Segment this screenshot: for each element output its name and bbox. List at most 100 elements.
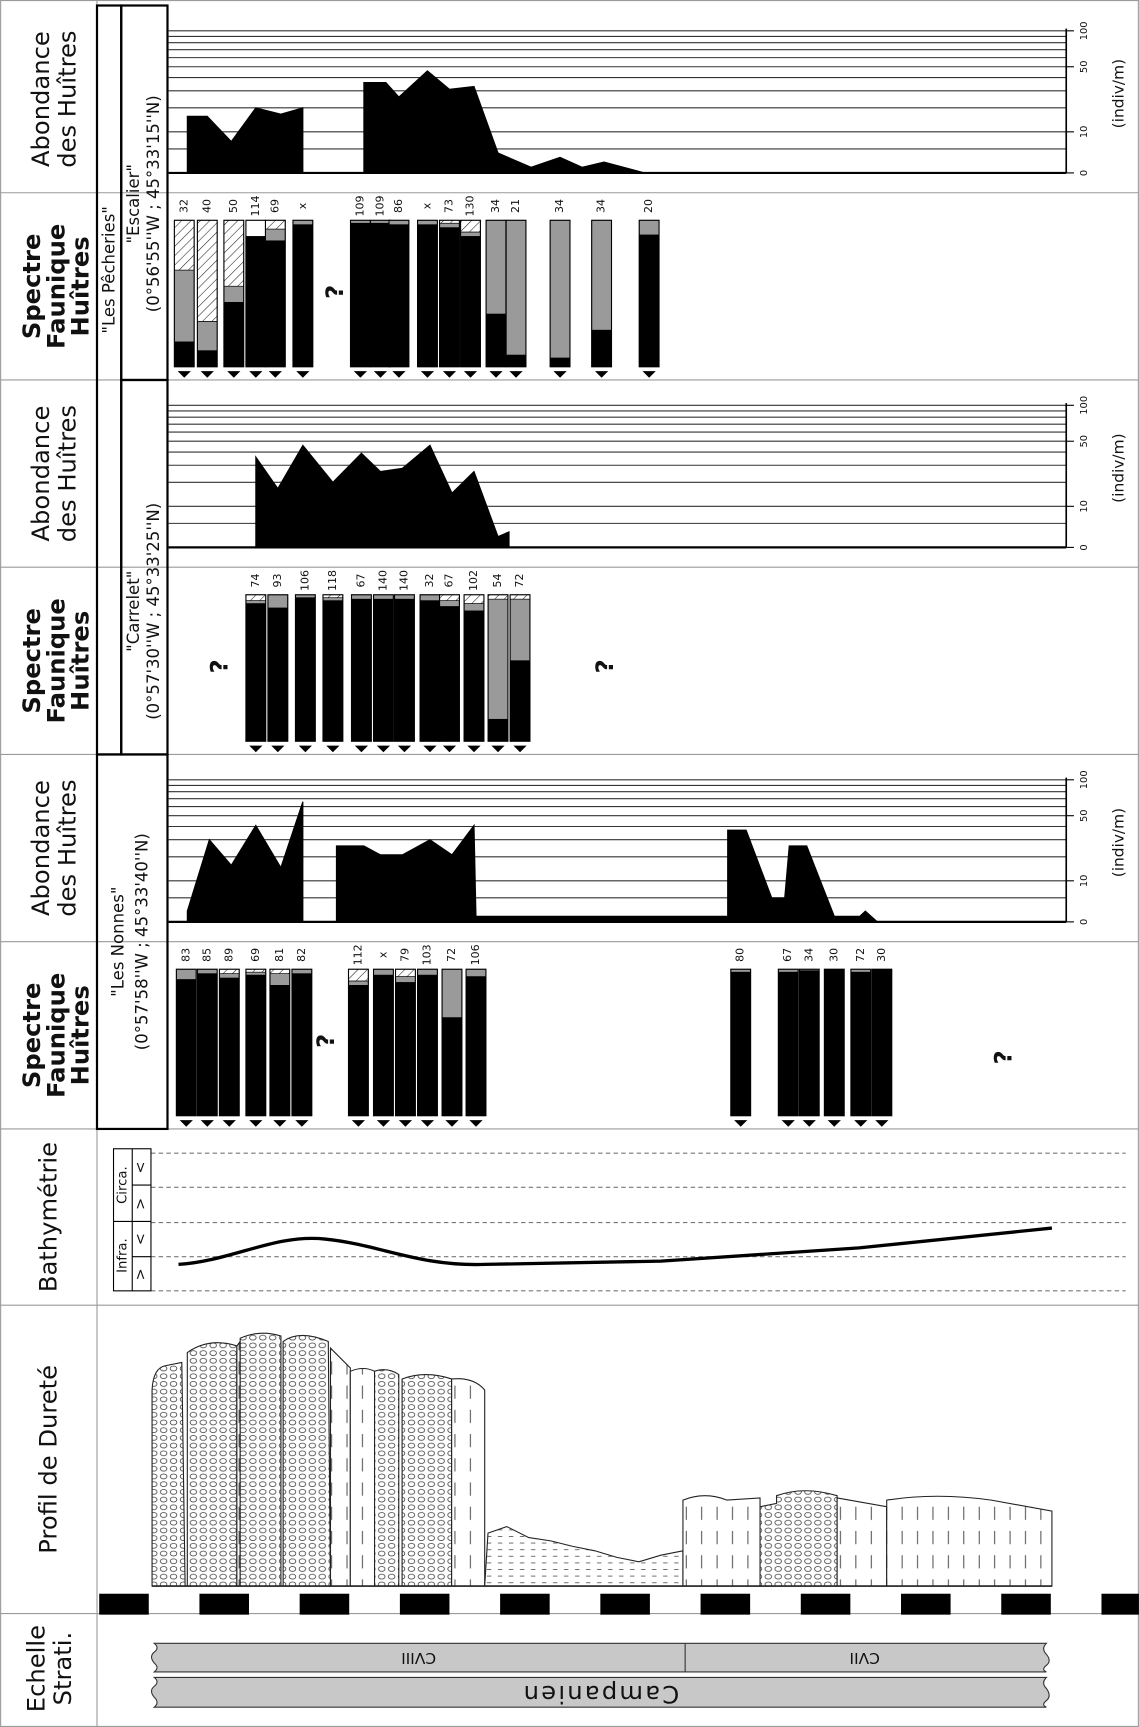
bar-label: 79 [398,948,411,962]
bar-label: 21 [509,199,522,213]
spectrum-segment [824,968,845,1117]
sample-marker [376,745,391,753]
spectrum-segment [245,600,267,604]
spectrum-segment [395,968,416,977]
bar-outline [394,968,416,1117]
sample-marker [553,371,567,378]
spectrum-segment [322,600,344,742]
bar-outline [463,594,485,742]
spectrum-segment [485,313,507,368]
y-tick-label: 100 [1079,21,1090,40]
spectrum-segment [267,594,289,609]
bar-label: x [296,202,309,209]
y-tick-label: 50 [1079,435,1090,448]
spectrum-segment [197,968,218,974]
site-coords: (0°57'30''W ; 45°33'25''N) [144,503,163,720]
bar-label: 34 [595,199,608,213]
bar-label: 30 [875,948,888,962]
spectrum-segment [549,357,571,368]
spectrum-segment [485,219,507,315]
note: ? [312,1034,340,1048]
row-label: des Huîtres [53,30,81,167]
spectrum-segment [799,970,820,1117]
bar-outline [730,968,752,1117]
spectrum-segment [245,971,267,976]
row-label: des Huîtres [53,405,81,542]
bar-label: 86 [392,199,405,213]
spectrum-segment [291,973,313,1117]
bar-label: 102 [467,570,480,591]
sample-marker [296,371,310,378]
spectrum-segment [638,234,660,368]
bar-outline [294,594,316,742]
axis-unit: (indiv/m) [1110,433,1128,502]
sample-marker [177,371,191,378]
sample-marker [397,745,412,753]
strati-bands [150,1642,1050,1708]
bar-outline [267,594,289,742]
axis-unit: (indiv/m) [1110,59,1128,128]
row-label: Profil de Dureté [35,1365,63,1554]
spectrum-segment [505,219,527,356]
bar-label: 106 [469,944,482,965]
spectrum-segment [509,598,531,662]
spectrum-segment [197,973,218,1117]
bar-outline [416,219,438,368]
bar-label: 54 [491,573,504,587]
bar-outline [638,219,660,368]
bar-outline [388,219,410,368]
y-tick-label: 100 [1079,770,1090,789]
spectrum-segment [176,968,197,980]
y-tick-label: 10 [1079,500,1090,513]
spectrum-segment [463,603,485,612]
bar-label: 140 [376,570,389,591]
sample-marker [200,371,214,378]
spectrum-segment [549,219,571,359]
sample-marker [423,745,437,753]
scale-bar [99,1593,1139,1615]
spectrum-panel: 74 93 106 118 67 140 140 32 67 102 54 72 [245,570,531,753]
bar-label: 73 [442,199,455,213]
row-label: Bathymétrie [35,1142,63,1292]
spectrum-segment [351,594,372,600]
spectrum-segment [439,606,460,742]
spectrum-segment [219,977,240,1117]
bar-label: 109 [353,195,366,216]
sample-marker [354,745,369,753]
spectrum-segment [441,968,463,1018]
spectrum-segment [591,329,612,368]
bar-outline [487,594,509,742]
bar-label: 106 [298,570,311,591]
bar-outline [441,968,463,1117]
bar-label: 81 [273,948,286,962]
bar-outline [173,219,195,368]
sample-marker [442,371,457,378]
sample-marker [491,745,505,753]
spectrum-segment [197,219,218,322]
bar-label: 109 [373,195,386,216]
y-tick-label: 50 [1079,809,1090,822]
spectrum-segment [395,976,416,983]
site-box [95,753,169,1131]
note: ? [205,659,233,673]
spectrum-segment [509,660,531,742]
sample-marker [489,371,503,378]
spectrum-segment [348,980,369,986]
zone-symbol: < [133,1233,149,1245]
bar-outline [439,219,460,368]
bar-outline [347,968,369,1117]
spectrum-segment [460,219,481,233]
spectrum-segment [439,600,460,607]
stage-label: CVII [849,1649,879,1667]
bar-outline [245,968,267,1117]
sample-marker [398,1120,413,1127]
spectrum-segment [487,598,509,720]
row-label: Spectre [18,983,46,1089]
zone-symbol: < [133,1161,149,1173]
scale-block [99,1593,149,1615]
bar-outline [322,594,344,742]
scale-block [600,1593,650,1615]
spectrum-segment [850,971,872,1117]
